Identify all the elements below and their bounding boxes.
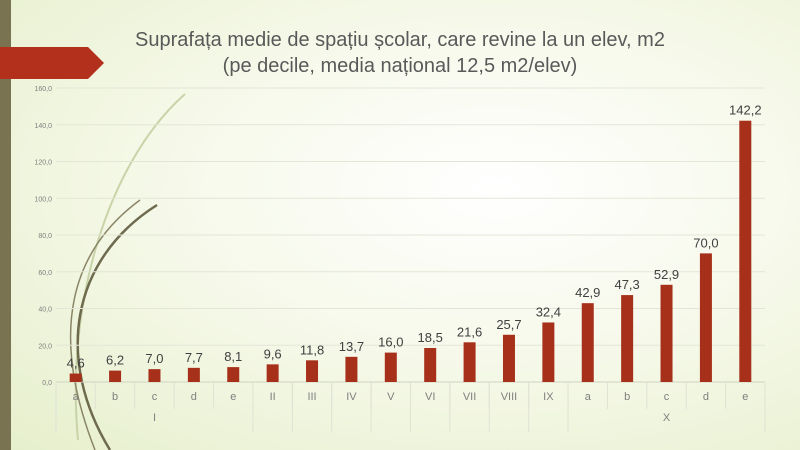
decor-curve-dark-2 [69,199,141,450]
bar [345,356,358,382]
bar [581,303,594,382]
data-label: 47,3 [614,277,639,292]
x-tick-label: a [73,391,80,403]
y-tick-label: 60,0 [38,270,52,277]
bar [109,370,122,382]
bar [384,352,397,382]
bar [660,284,673,382]
x-tick-label: II [270,391,276,403]
y-tick-label: 20,0 [38,343,52,350]
bar [463,342,476,382]
bar [148,369,161,382]
bar [227,367,240,382]
data-label: 7,0 [145,351,163,366]
data-label: 11,8 [300,342,324,357]
y-tick-label: 120,0 [34,160,52,167]
bar [306,360,319,382]
y-tick-label: 100,0 [34,196,52,203]
x-tick-label: V [387,391,395,403]
bar [424,348,437,382]
data-label: 70,0 [693,235,718,250]
left-accent-strip [0,0,11,450]
data-label: 16,0 [378,335,403,350]
y-tick-label: 160,0 [34,86,52,93]
x-tick-label: VIII [501,391,518,403]
x-tick-label: IX [543,391,554,403]
data-label: 42,9 [575,285,600,300]
group-label: X [663,412,671,424]
x-tick-label: IV [346,391,357,403]
x-tick-label: d [191,391,197,403]
decor-curve-dark [76,203,158,450]
x-tick-label: VI [425,391,435,403]
x-tick-label: d [703,391,709,403]
bar [502,334,515,382]
x-tick-label: e [742,391,748,403]
x-tick-label: b [112,391,118,403]
chart-subtitle: (pe decile, media național 12,5 m2/elev) [222,55,578,77]
y-tick-label: 80,0 [38,233,52,240]
x-tick-label: b [624,391,630,403]
data-label: 142,2 [729,103,762,118]
bar [69,373,82,382]
title-arrow-shape [0,47,104,79]
bar [187,367,200,382]
data-label: 13,7 [339,339,364,354]
data-label: 32,4 [536,304,561,319]
data-label: 7,7 [185,350,203,365]
bar [266,364,279,382]
bar [542,322,555,382]
x-tick-label: III [307,391,316,403]
x-tick-label: e [230,391,236,403]
data-label: 52,9 [654,267,679,282]
chart-title: Suprafața medie de spațiu școlar, care r… [135,29,665,51]
y-tick-label: 140,0 [34,123,52,130]
x-tick-label: c [664,391,670,403]
y-tick-label: 40,0 [38,307,52,314]
bar [699,253,712,382]
x-tick-label: a [585,391,592,403]
bar [621,295,634,382]
x-tick-label: VII [463,391,476,403]
data-label: 6,2 [106,353,124,368]
data-label: 21,6 [457,324,482,339]
data-label: 18,5 [418,330,443,345]
bar [739,120,752,383]
data-label: 25,7 [496,317,521,332]
data-label: 8,1 [224,349,242,364]
data-label: 9,6 [264,346,282,361]
data-label: 4,6 [67,356,85,371]
x-tick-label: c [152,391,158,403]
group-label: I [153,412,156,424]
y-tick-label: 0,0 [42,380,52,387]
